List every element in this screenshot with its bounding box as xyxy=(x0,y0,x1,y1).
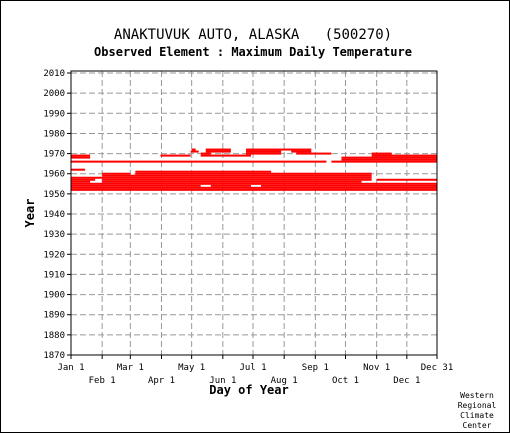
y-tick-label: 1940 xyxy=(43,210,65,220)
y-tick-label: 1960 xyxy=(43,170,65,180)
x-tick-label: Jul 1 xyxy=(239,363,266,373)
x-tick-label: Oct 1 xyxy=(332,376,359,386)
data-run xyxy=(71,186,437,189)
data-run xyxy=(71,182,437,185)
data-run xyxy=(71,184,201,187)
data-run xyxy=(341,156,437,159)
x-tick-label: Jun 1 xyxy=(209,376,236,386)
data-run xyxy=(71,168,86,171)
data-run xyxy=(135,172,372,175)
data-run xyxy=(331,160,437,163)
x-tick-label: Dec 1 xyxy=(393,376,420,386)
x-tick-label: Jan 1 xyxy=(57,363,84,373)
data-run xyxy=(135,170,272,173)
x-ticks: Jan 1 Mar 1 May 1 Jul 1 Sep 1 Nov 1 Dec 31 Feb … xyxy=(57,355,453,386)
y-tick-label: 2010 xyxy=(43,69,65,79)
y-tick-label: 1870 xyxy=(43,351,65,361)
y-tick-label: 1970 xyxy=(43,150,65,160)
data-run xyxy=(71,178,96,181)
data-run xyxy=(245,150,282,153)
data-run xyxy=(341,158,437,161)
data-run xyxy=(245,148,312,151)
data-run xyxy=(205,150,231,153)
x-tick-label: Apr 1 xyxy=(148,376,175,386)
x-tick-label: Nov 1 xyxy=(363,363,390,373)
x-tick-label: Sep 1 xyxy=(302,363,329,373)
x-tick-label: Aug 1 xyxy=(271,376,298,386)
x-tick-label: Feb 1 xyxy=(89,376,116,386)
data-run xyxy=(71,156,91,159)
y-tick-label: 1890 xyxy=(43,311,65,321)
data-run xyxy=(102,180,362,183)
plot-area-border xyxy=(70,70,438,356)
data-run xyxy=(102,172,131,175)
y-tick-label: 1950 xyxy=(43,190,65,200)
grid xyxy=(71,71,437,355)
y-tick-label: 1880 xyxy=(43,331,65,341)
data-run xyxy=(296,152,332,155)
credit-line: Regional xyxy=(458,401,497,410)
data-run xyxy=(190,150,199,153)
data-run xyxy=(200,154,251,157)
data-run xyxy=(200,152,211,155)
y-tick-label: 1990 xyxy=(43,109,65,119)
data-run xyxy=(71,154,91,157)
y-tick-label: 1980 xyxy=(43,129,65,139)
x-axis-label: Day of Year xyxy=(209,383,288,397)
data-run xyxy=(205,148,231,151)
data-run xyxy=(102,178,372,181)
y-axis-label: Year xyxy=(23,199,37,228)
y-tick-label: 1920 xyxy=(43,250,65,260)
y-ticks: 2010 2000 1990 1980 1970 1960 1950 1940 1930 1920… xyxy=(43,69,71,361)
y-tick-label: 1930 xyxy=(43,230,65,240)
x-tick-label: Mar 1 xyxy=(117,363,144,373)
data-run xyxy=(191,148,196,151)
data-run xyxy=(210,184,251,187)
data-marks xyxy=(71,148,437,191)
chart-subtitle: Observed Element : Maximum Daily Tempera… xyxy=(94,45,412,59)
data-run xyxy=(102,174,372,177)
data-run xyxy=(376,178,437,181)
x-tick-label: Dec 31 xyxy=(421,363,454,373)
data-run xyxy=(371,152,392,155)
credit-line: Climate xyxy=(460,411,494,420)
data-run xyxy=(71,188,437,191)
data-run xyxy=(71,176,372,179)
data-run xyxy=(71,180,91,183)
credit-line: Western xyxy=(460,391,494,400)
credit-line: Center xyxy=(463,421,492,430)
chart-title: ANAKTUVUK AUTO, ALASKA (500270) xyxy=(114,27,392,43)
data-run xyxy=(245,152,282,155)
y-tick-label: 1910 xyxy=(43,270,65,280)
data-run xyxy=(71,160,327,163)
x-tick-label: May 1 xyxy=(178,363,205,373)
data-run xyxy=(160,154,191,157)
data-run xyxy=(261,184,437,187)
y-tick-label: 2000 xyxy=(43,89,65,99)
data-run xyxy=(371,154,437,157)
y-tick-label: 1900 xyxy=(43,291,65,301)
data-run xyxy=(291,150,312,153)
